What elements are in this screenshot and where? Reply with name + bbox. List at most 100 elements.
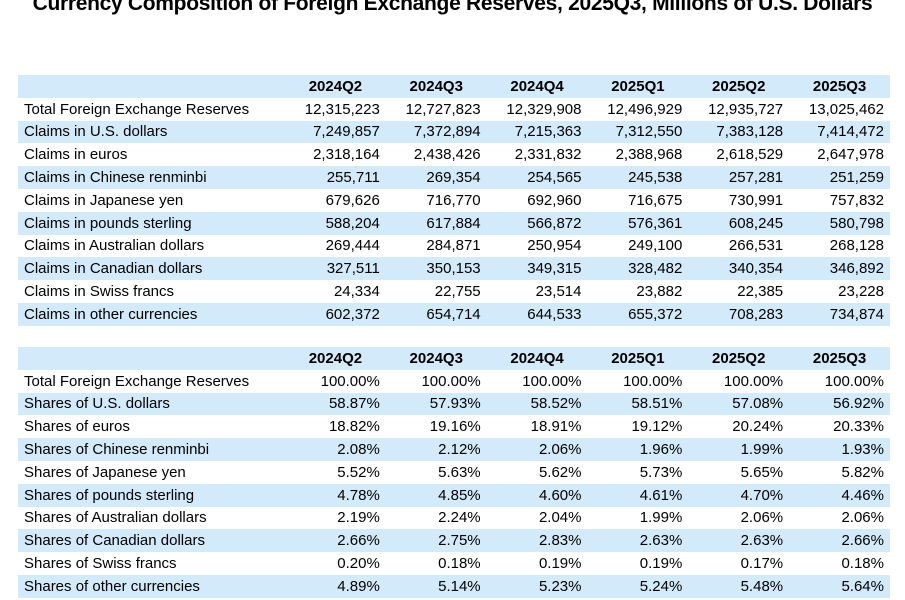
column-header: 2025Q1 <box>611 77 665 95</box>
row-label: Claims in Japanese yen <box>24 191 184 209</box>
value-cell: 5.73% <box>639 463 683 481</box>
row-label: Claims in U.S. dollars <box>24 123 168 141</box>
value-cell: 2.06% <box>538 441 582 459</box>
table-row: Shares of U.S. dollars 58.87% 57.93% 58.52%… <box>18 392 890 416</box>
value-cell: 350,153 <box>426 260 481 278</box>
row-label: Claims in Swiss francs <box>24 283 175 301</box>
value-cell: 4.46% <box>841 486 884 504</box>
column-header: 2024Q3 <box>409 77 463 95</box>
value-cell: 100.00% <box>320 372 380 390</box>
table-row: Shares of other currencies 4.89% 5.14% 5.23… <box>18 574 890 598</box>
table-row: Claims in Chinese renminbi 255,711 269,354… <box>18 166 890 189</box>
value-cell: 284,871 <box>426 237 481 255</box>
value-cell: 2.63% <box>639 532 683 550</box>
row-label: Claims in other currencies <box>24 305 198 323</box>
table-row: Claims in pounds sterling 588,204 617,884 5… <box>18 211 890 235</box>
value-cell: 0.17% <box>740 555 784 573</box>
value-cell: 2.66% <box>841 532 884 550</box>
value-cell: 100.00% <box>421 372 481 390</box>
value-cell: 57.93% <box>429 395 481 413</box>
value-cell: 655,372 <box>628 305 683 323</box>
table-row: Claims in euros 2,318,164 2,438,426 2,331,8… <box>18 143 890 166</box>
value-cell: 2,388,968 <box>615 146 683 164</box>
table-row: Shares of Swiss francs 0.20% 0.18% 0.19% 0.1… <box>18 552 890 575</box>
value-cell: 679,626 <box>325 191 380 209</box>
corner-cell <box>18 347 285 370</box>
row-label: Shares of Japanese yen <box>24 463 186 481</box>
value-cell: 2.19% <box>337 509 380 527</box>
value-cell: 5.62% <box>538 463 582 481</box>
table-row: Claims in other currencies 602,372 654,714… <box>18 302 890 326</box>
value-cell: 5.64% <box>841 577 884 595</box>
value-cell: 57.08% <box>732 395 784 413</box>
value-cell: 5.52% <box>337 463 380 481</box>
value-cell: 24,334 <box>333 283 380 301</box>
value-cell: 708,283 <box>728 305 784 323</box>
shares-table: 2024Q2 2024Q3 2024Q4 2025Q1 2025Q2 2025Q3 Tota… <box>18 347 890 598</box>
value-cell: 730,991 <box>728 191 784 209</box>
value-cell: 4.85% <box>438 486 481 504</box>
value-cell: 349,315 <box>527 260 582 278</box>
value-cell: 12,935,727 <box>708 100 784 118</box>
row-label: Shares of other currencies <box>24 577 200 595</box>
row-label: Shares of euros <box>24 418 130 436</box>
value-cell: 5.82% <box>841 463 884 481</box>
value-cell: 7,414,472 <box>817 123 884 141</box>
table-row: Total Foreign Exchange Reserves 12,315,22… <box>18 98 890 121</box>
value-cell: 346,892 <box>829 260 884 278</box>
column-header: 2024Q4 <box>510 77 564 95</box>
table-row: Shares of euros 18.82% 19.16% 18.91% 19.12% 2… <box>18 415 890 438</box>
value-cell: 5.48% <box>740 577 784 595</box>
value-cell: 2.08% <box>337 441 380 459</box>
column-header: 2024Q3 <box>409 349 463 367</box>
row-label: Claims in euros <box>24 146 128 164</box>
column-header: 2025Q1 <box>611 349 665 367</box>
value-cell: 0.20% <box>337 555 380 573</box>
row-label: Claims in pounds sterling <box>24 214 192 232</box>
value-cell: 7,383,128 <box>716 123 784 141</box>
value-cell: 4.70% <box>740 486 784 504</box>
value-cell: 22,755 <box>434 283 481 301</box>
value-cell: 0.18% <box>841 555 884 573</box>
value-cell: 5.65% <box>740 463 784 481</box>
value-cell: 19.16% <box>429 418 481 436</box>
value-cell: 254,565 <box>527 169 582 187</box>
table-row: Claims in Canadian dollars 327,511 350,153… <box>18 257 890 281</box>
value-cell: 269,354 <box>426 169 481 187</box>
value-cell: 2.24% <box>438 509 481 527</box>
value-cell: 4.89% <box>337 577 380 595</box>
title: Currency Composition of Foreign Exchange… <box>32 0 873 15</box>
value-cell: 100.00% <box>623 372 683 390</box>
value-cell: 608,245 <box>728 214 784 232</box>
value-cell: 23,228 <box>838 283 884 301</box>
corner-cell <box>18 75 285 98</box>
header-row: 2024Q2 2024Q3 2024Q4 2025Q1 2025Q2 2025Q3 <box>18 347 890 370</box>
value-cell: 580,798 <box>829 214 884 232</box>
value-cell: 4.61% <box>639 486 683 504</box>
table-row: Shares of Canadian dollars 2.66% 2.75% 2.83… <box>18 529 890 553</box>
table-row: Claims in U.S. dollars 7,249,857 7,372,894… <box>18 120 890 144</box>
value-cell: 58.87% <box>328 395 380 413</box>
value-cell: 588,204 <box>325 214 380 232</box>
row-label: Claims in Chinese renminbi <box>24 169 207 187</box>
value-cell: 12,329,908 <box>506 100 582 118</box>
value-cell: 2.75% <box>438 532 481 550</box>
column-header: 2024Q2 <box>308 349 363 367</box>
value-cell: 2.12% <box>438 441 481 459</box>
value-cell: 644,533 <box>527 305 582 323</box>
value-cell: 1.99% <box>740 441 784 459</box>
row-label: Total Foreign Exchange Reserves <box>24 100 250 118</box>
row-label: Shares of pounds sterling <box>24 486 195 504</box>
row-label: Shares of Chinese renminbi <box>24 441 210 459</box>
value-cell: 2.06% <box>841 509 884 527</box>
value-cell: 12,496,929 <box>607 100 683 118</box>
value-cell: 13,025,462 <box>808 100 884 118</box>
row-label: Total Foreign Exchange Reserves <box>24 372 250 390</box>
table-row: Shares of Australian dollars 2.19% 2.24% 2.… <box>18 507 890 530</box>
value-cell: 576,361 <box>628 214 683 232</box>
value-cell: 5.63% <box>438 463 481 481</box>
value-cell: 1.93% <box>841 441 884 459</box>
value-cell: 327,511 <box>326 260 380 278</box>
value-cell: 56.92% <box>833 395 884 413</box>
